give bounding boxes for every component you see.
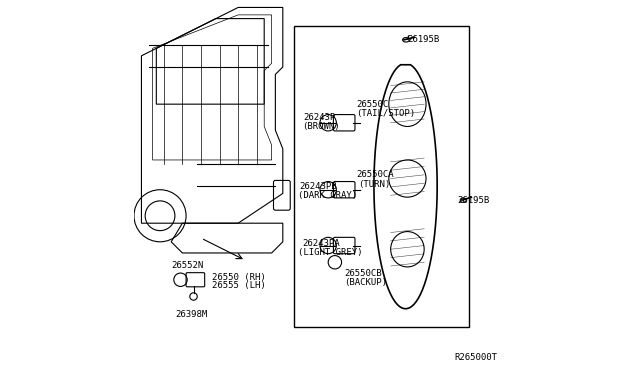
Text: 26195B: 26195B [458,196,490,205]
Text: (BACKUP): (BACKUP) [344,278,387,287]
Text: 26550C: 26550C [356,100,388,109]
Text: 26243PB: 26243PB [300,182,337,190]
Text: 26552N: 26552N [172,262,204,270]
Text: (BROWN): (BROWN) [302,122,340,131]
Text: (TURN): (TURN) [358,180,390,189]
Text: 26550CA: 26550CA [356,170,394,179]
Text: (DARK GRAY): (DARK GRAY) [298,191,357,200]
Text: 26243PA: 26243PA [302,239,340,248]
Text: (LIGHT GREY): (LIGHT GREY) [298,248,362,257]
Bar [294,26,468,327]
Text: 26555 (LH): 26555 (LH) [212,281,266,290]
Text: 26398M: 26398M [175,310,207,319]
Text: 26195B: 26195B [408,35,440,44]
Text: 26550CB: 26550CB [344,269,382,278]
Text: 26243P: 26243P [303,113,335,122]
Text: 26550 (RH): 26550 (RH) [212,273,266,282]
Text: R265000T: R265000T [454,353,497,362]
Text: (TAIL/STOP): (TAIL/STOP) [356,109,415,118]
